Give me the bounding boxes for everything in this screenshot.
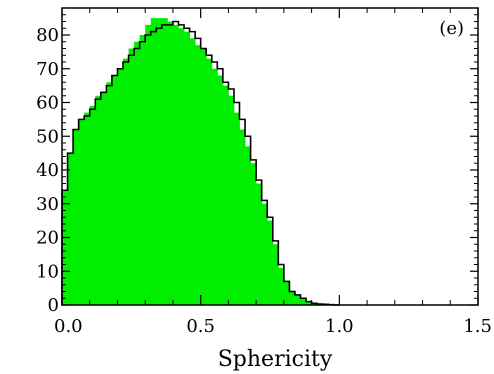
histogram-bar — [233, 112, 240, 305]
histogram-bar — [189, 38, 196, 305]
histogram-bar — [239, 129, 246, 305]
y-tick-label: 10 — [36, 261, 59, 282]
histogram-layer — [61, 18, 340, 306]
histogram-bar — [95, 95, 102, 305]
histogram-bar — [106, 82, 113, 305]
y-tick-label: 40 — [36, 160, 59, 181]
histogram-bar — [200, 48, 207, 305]
histogram-bar — [134, 41, 141, 305]
histogram-bar — [306, 301, 312, 305]
y-tick-label: 50 — [36, 126, 59, 147]
x-tick-label: 1.0 — [325, 316, 354, 337]
y-tick-label: 30 — [36, 194, 59, 215]
histogram-bar — [73, 129, 80, 305]
histogram-bar — [278, 267, 285, 305]
histogram-bar — [172, 24, 179, 305]
y-tick-label: 0 — [48, 295, 59, 316]
histogram-bar — [195, 45, 202, 305]
x-tick-label: 0.0 — [54, 316, 83, 337]
histogram-bar — [283, 281, 290, 305]
histogram-bar — [167, 21, 174, 305]
histogram-bar — [206, 58, 213, 305]
histogram-outline-series — [61, 20, 340, 306]
histogram-bar — [150, 18, 157, 305]
histogram-bar — [217, 75, 224, 305]
histogram-bar — [62, 190, 68, 305]
histogram-bar — [267, 220, 274, 305]
histogram-bar — [184, 31, 190, 305]
histogram-bar — [111, 75, 118, 305]
histogram-bar — [139, 35, 146, 305]
histogram-bar — [222, 85, 229, 305]
histogram-bar — [300, 298, 307, 305]
axis-ticks: 0 10 20 30 40 50 60 70 80 0.0 0.5 1.0 1.5 — [36, 7, 492, 337]
y-tick-label: 80 — [36, 25, 59, 46]
histogram-bar — [250, 163, 257, 305]
histogram-bar — [245, 146, 251, 305]
histogram-bar — [117, 68, 124, 305]
histogram-bar — [156, 18, 163, 305]
y-tick-label: 20 — [36, 228, 59, 249]
panel-label: (e) — [439, 18, 464, 39]
histogram-bar — [67, 153, 74, 305]
histogram-bar — [311, 303, 318, 305]
histogram-bar — [84, 112, 91, 305]
histogram-bar — [100, 92, 107, 305]
histogram-bar — [145, 24, 152, 305]
histogram-bar — [289, 291, 296, 305]
histogram-bar — [294, 294, 301, 305]
x-tick-label: 1.5 — [463, 316, 492, 337]
histogram-bar — [228, 95, 235, 305]
histogram-bar — [178, 28, 185, 305]
histogram-bar — [128, 48, 135, 305]
histogram-bar — [272, 244, 279, 305]
x-tick-label: 0.5 — [186, 316, 215, 337]
histogram-bar — [161, 18, 168, 305]
y-tick-label: 60 — [36, 93, 59, 114]
histogram-bar — [261, 203, 268, 305]
y-tick-label: 70 — [36, 59, 59, 80]
histogram-bar — [211, 68, 218, 305]
histogram-bar — [89, 105, 96, 305]
x-axis-title: Sphericity — [218, 347, 333, 372]
histogram-bar — [123, 58, 129, 305]
histogram-bar — [78, 119, 85, 305]
histogram-bar — [256, 183, 263, 305]
